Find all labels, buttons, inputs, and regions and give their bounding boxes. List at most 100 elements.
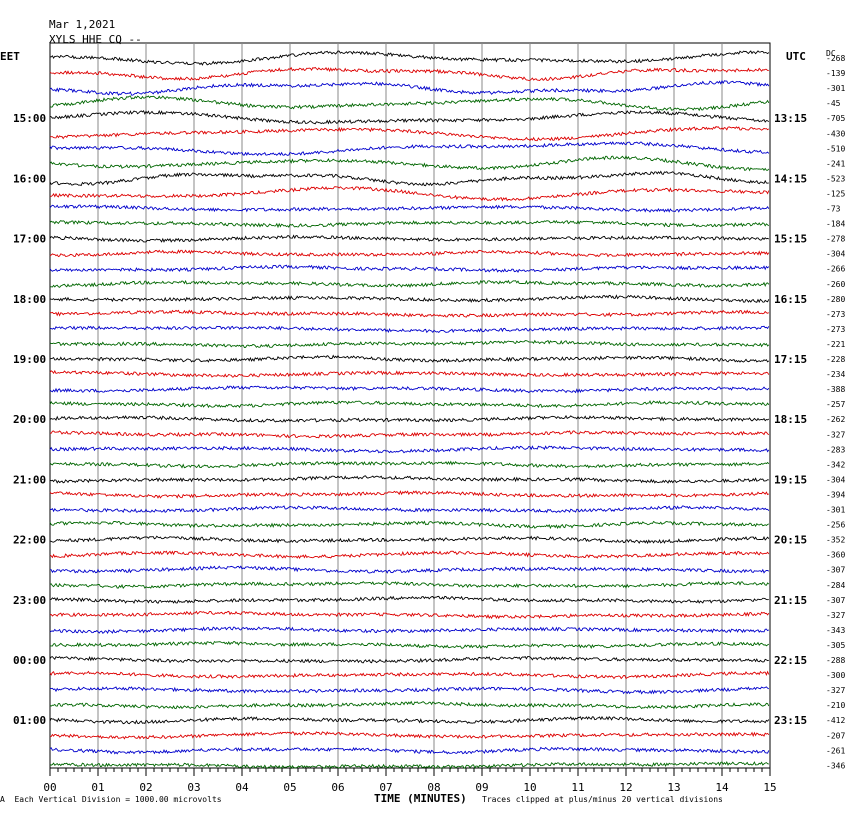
x-tick-label: 04 [235,781,249,794]
right-hour-label: 13:15 [774,112,807,125]
seismic-trace [49,50,770,66]
seismic-trace [49,339,770,348]
dc-offset-label: -523 [826,174,845,183]
x-axis-title: TIME (MINUTES) [374,792,467,805]
dc-offset-label: -327 [826,611,845,620]
left-hour-label: 20:00 [13,413,46,426]
dc-offset-label: -266 [826,265,845,274]
x-tick-label: 00 [43,781,56,794]
seismic-trace [49,309,770,318]
right-hour-label: 14:15 [774,172,807,185]
x-tick-label: 13 [667,781,680,794]
seismic-trace [49,520,770,530]
dc-offset-label: -280 [826,295,845,304]
left-hour-label: 15:00 [13,112,46,125]
dc-offset-label: -300 [826,671,845,680]
seismic-trace [49,655,769,664]
left-hour-label: 00:00 [13,654,46,667]
dc-offset-label: -327 [826,430,845,439]
dc-offset-label: -301 [826,506,845,515]
scale-note: A Each Vertical Division = 1000.00 micro… [0,795,222,804]
dc-offset-label: -268 [826,54,845,63]
seismic-trace [49,95,770,112]
seismic-trace [49,141,770,157]
x-tick-label: 09 [475,781,488,794]
dc-offset-label: -257 [826,400,845,409]
dc-offset-label: -307 [826,596,845,605]
seismic-trace [49,126,770,142]
left-hour-label: 23:00 [13,594,46,607]
dc-offset-label: -327 [826,686,845,695]
seismic-trace [49,249,770,258]
seismic-trace [50,505,770,514]
dc-offset-label: -241 [826,159,845,168]
dc-offset-label: -210 [826,701,845,710]
seismic-trace [49,234,769,243]
seismic-trace [50,640,770,650]
seismic-trace [49,475,769,484]
seismic-trace [49,731,770,740]
right-timezone-label: UTC [786,50,806,63]
left-hour-label: 01:00 [13,714,46,727]
seismic-trace [49,670,770,680]
dc-offset-label: -360 [826,551,845,560]
dc-offset-label: -260 [826,280,845,289]
dc-offset-label: -73 [826,205,841,214]
dc-offset-label: -352 [826,536,845,545]
dc-offset-label: -343 [826,626,845,635]
x-tick-label: 06 [331,781,344,794]
scale-text: Each Vertical Division = 1000.00 microvo… [14,795,222,804]
seismic-trace [49,155,770,172]
x-tick-label: 14 [715,781,729,794]
right-hour-label: 22:15 [774,654,807,667]
x-tick-label: 15 [763,781,776,794]
seismic-trace [49,535,770,545]
dc-offset-label: -256 [826,521,845,530]
seismic-trace [49,760,769,770]
left-hour-label: 19:00 [13,353,46,366]
dc-offset-label: -207 [826,731,845,740]
seismic-trace [49,66,769,81]
clip-note: Traces clipped at plus/minus 20 vertical… [482,795,723,804]
left-hour-label: 16:00 [13,172,46,185]
left-hour-label: 18:00 [13,293,46,306]
seismic-trace [49,595,769,604]
dc-offset-label: -304 [826,475,845,484]
x-tick-label: 11 [571,781,584,794]
dc-offset-label: -388 [826,385,845,394]
dc-offset-label: -139 [826,69,845,78]
seismic-trace [50,565,770,574]
x-tick-label: 05 [283,781,296,794]
left-hour-label: 22:00 [13,534,46,547]
dc-offset-label: -510 [826,144,845,153]
dc-offset-label: -342 [826,460,845,469]
seismic-trace [49,490,770,499]
dc-offset-label: -262 [826,415,845,424]
seismic-trace [49,385,770,394]
dc-offset-label: -45 [826,99,841,108]
right-hour-label: 21:15 [774,594,807,607]
seismic-trace [49,550,770,560]
seismic-trace [49,186,770,202]
dc-offset-label: -705 [826,114,845,123]
dc-offset-label: -412 [826,716,845,725]
seismic-trace [49,746,770,755]
right-hour-label: 17:15 [774,353,807,366]
x-tick-label: 01 [91,781,104,794]
seismic-trace [49,264,770,274]
dc-offset-label: -284 [826,581,845,590]
seismic-trace [49,686,770,695]
x-tick-label: 12 [619,781,632,794]
dc-offset-label: -430 [826,129,845,138]
seismic-trace [49,204,770,213]
dc-offset-label: -346 [826,761,845,770]
chart-date: Mar 1,2021 [49,18,116,31]
x-tick-label: 03 [187,781,200,794]
dc-offset-label: -288 [826,656,845,665]
dc-offset-label: -221 [826,340,845,349]
dc-offset-label: -283 [826,445,845,454]
seismic-trace [49,460,770,469]
left-hour-label: 21:00 [13,473,46,486]
seismic-trace [49,79,770,96]
